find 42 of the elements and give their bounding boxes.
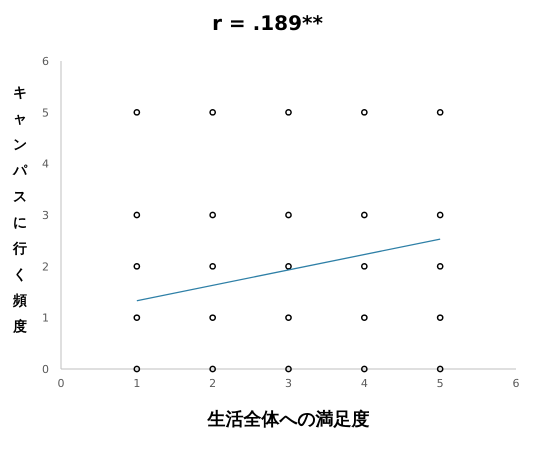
point xyxy=(133,366,140,372)
point xyxy=(436,366,444,372)
point xyxy=(285,262,292,270)
point xyxy=(285,314,292,322)
point xyxy=(360,314,368,322)
x-axis-title: 生活全体への満足度 xyxy=(206,409,370,430)
x-tick-label: 3 xyxy=(285,377,292,390)
point xyxy=(133,212,140,218)
x-tick-label: 6 xyxy=(512,377,520,390)
y-tick-label: 5 xyxy=(42,106,49,120)
x-tick-label: 2 xyxy=(209,377,216,390)
point xyxy=(436,262,444,270)
point xyxy=(209,108,216,116)
y-tick-label: 6 xyxy=(42,55,49,68)
point xyxy=(285,366,292,372)
x-tick-label: 1 xyxy=(133,377,140,390)
y-tick-label: 0 xyxy=(42,363,49,376)
y-tick-label: 2 xyxy=(42,260,49,274)
x-tick-label: 0 xyxy=(58,377,64,390)
point xyxy=(360,262,368,270)
point xyxy=(285,108,292,116)
text: キャンパスに行く頻度 xyxy=(13,85,27,335)
point xyxy=(209,314,216,322)
y-tick-label: 3 xyxy=(42,209,49,222)
point xyxy=(436,212,444,218)
point xyxy=(133,262,140,270)
point xyxy=(360,108,368,116)
point xyxy=(436,108,444,116)
x-tick-label: 4 xyxy=(360,377,368,390)
point xyxy=(209,212,216,218)
point xyxy=(360,366,368,372)
point xyxy=(209,262,216,270)
point xyxy=(209,366,216,372)
y-tick-label: 1 xyxy=(42,312,49,325)
chart-title: r = .189** xyxy=(212,11,324,35)
point xyxy=(285,212,292,218)
point xyxy=(360,212,368,218)
point xyxy=(133,108,140,116)
point xyxy=(436,314,444,322)
y-tick-label: 4 xyxy=(42,158,49,171)
x-tick-label: 5 xyxy=(436,377,444,390)
point xyxy=(133,314,140,322)
